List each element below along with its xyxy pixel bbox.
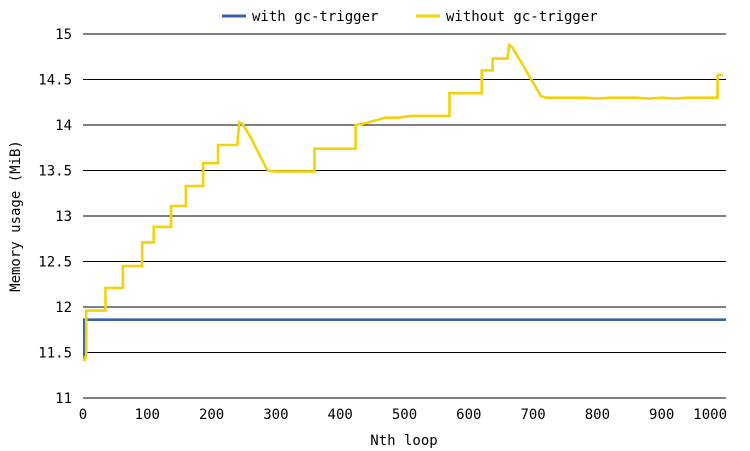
series-line-with-gc-trigger	[83, 318, 726, 361]
series-line-without-gc-trigger	[83, 42, 723, 362]
x-tick-label: 900	[649, 407, 674, 423]
y-tick-label: 13.5	[38, 164, 72, 180]
gridlines	[83, 33, 726, 399]
x-tick-label: 500	[392, 407, 417, 423]
legend-label: with gc-trigger	[252, 9, 378, 25]
x-tick-label: 700	[520, 407, 545, 423]
y-tick-label: 12	[55, 300, 72, 316]
x-tick-label: 400	[328, 407, 353, 423]
x-axis: 0 100 200 300 400 500 600 700 800 900 1000	[79, 407, 727, 423]
x-axis-title: Nth loop	[370, 433, 437, 449]
y-tick-label: 13	[55, 209, 72, 225]
y-tick-label: 11	[55, 391, 72, 407]
x-tick-label: 600	[456, 407, 481, 423]
y-tick-label: 12.5	[38, 255, 72, 271]
x-tick-label: 0	[79, 407, 87, 423]
y-tick-label: 15	[55, 27, 72, 43]
x-tick-label: 1000	[693, 407, 727, 423]
legend-label: without gc-trigger	[446, 9, 598, 25]
y-axis: 11 11.5 12 12.5 13 13.5 14 14.5 15	[38, 27, 72, 407]
y-tick-label: 11.5	[38, 346, 72, 362]
x-tick-label: 200	[199, 407, 224, 423]
y-tick-label: 14.5	[38, 73, 72, 89]
legend: with gc-trigger without gc-trigger	[222, 9, 598, 25]
y-tick-label: 14	[55, 118, 72, 134]
x-tick-label: 800	[585, 407, 610, 423]
series-layer	[83, 42, 726, 362]
x-tick-label: 100	[135, 407, 160, 423]
y-axis-title: Memory usage (MiB)	[8, 140, 24, 292]
x-tick-label: 300	[263, 407, 288, 423]
